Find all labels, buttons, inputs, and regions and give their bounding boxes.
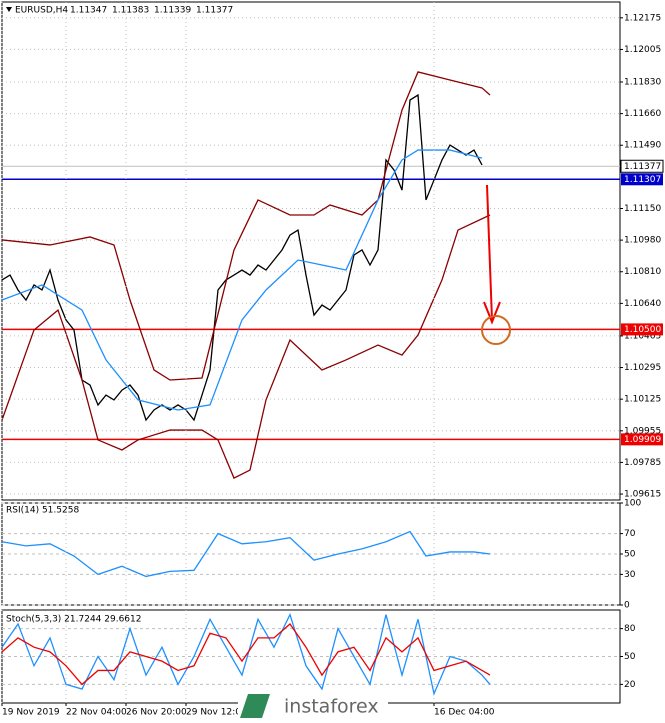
watermark: instaforex	[238, 690, 388, 723]
series-line	[1, 622, 491, 686]
level-label-box	[621, 323, 663, 336]
y-tick-label: 1.11490	[624, 141, 661, 151]
x-tick-label: 26 Nov 20:00	[126, 708, 187, 718]
y-tick-label: 1.10810	[624, 267, 661, 277]
x-tick-label: 22 Nov 04:00	[66, 708, 127, 718]
main-panel	[1, 1, 621, 501]
y-tick-label: 1.11830	[624, 77, 661, 87]
x-tick-label: 29 Nov 12:00	[186, 708, 247, 718]
series-line	[1, 530, 491, 578]
x-tick-label: 16 Dec 04:00	[434, 708, 495, 718]
y-tick-label: 50	[624, 652, 636, 662]
y-tick-label: 1.09785	[624, 458, 661, 468]
low: 1.11339	[154, 6, 191, 16]
symbol: EURUSD,H4	[15, 6, 68, 16]
symbol-icon	[6, 7, 12, 12]
arrow-head	[483, 301, 501, 325]
level-label-box	[621, 433, 663, 446]
last-price-label: 1.11377	[624, 162, 661, 172]
y-tick-label: 50	[624, 550, 636, 560]
y-tick-label: 1.09955	[624, 426, 661, 436]
watermark-text: instaforex	[284, 696, 379, 718]
y-tick-label: 1.09615	[624, 490, 661, 500]
y-tick-label: 80	[624, 624, 636, 634]
rsi-title: RSI(14) 51.5258	[6, 506, 79, 516]
watermark-logo	[240, 694, 270, 718]
level-label: 1.10500	[624, 325, 661, 335]
y-tick-label: 1.12175	[624, 13, 661, 23]
target-circle	[481, 315, 511, 345]
y-tick-label: 1.11660	[624, 109, 661, 119]
y-tick-label: 0	[624, 601, 630, 611]
y-tick-label: 1.10980	[624, 236, 661, 246]
y-tick-label: 30	[624, 570, 636, 580]
y-tick-label: 1.10125	[624, 395, 661, 405]
high: 1.11383	[112, 6, 149, 16]
last-price-box	[620, 159, 664, 173]
series-line	[1, 612, 491, 696]
stoch-title: Stoch(5,3,3) 21.7244 29.6612	[6, 615, 141, 625]
arrow-shaft	[486, 184, 493, 321]
level-label: 1.11307	[624, 175, 661, 185]
y-tick-label: 1.10295	[624, 363, 661, 373]
y-tick-label: 1.10640	[624, 299, 661, 309]
open: 1.11347	[70, 6, 107, 16]
y-tick-label: 70	[624, 529, 636, 539]
x-tick-label: 19 Nov 2019	[2, 708, 60, 718]
y-tick-label: 1.10465	[624, 331, 661, 341]
level-label-box	[621, 173, 663, 186]
series-line	[1, 214, 491, 479]
series-line	[1, 149, 483, 411]
annotation-arrow	[481, 184, 511, 345]
y-tick-label: 1.11150	[624, 204, 661, 214]
y-tick-label: 1.12005	[624, 45, 661, 55]
level-label: 1.09909	[624, 435, 661, 445]
y-tick-label: 20	[624, 680, 636, 690]
y-tick-label: 100	[624, 499, 641, 509]
close: 1.11377	[196, 6, 233, 16]
series-line	[1, 71, 491, 381]
